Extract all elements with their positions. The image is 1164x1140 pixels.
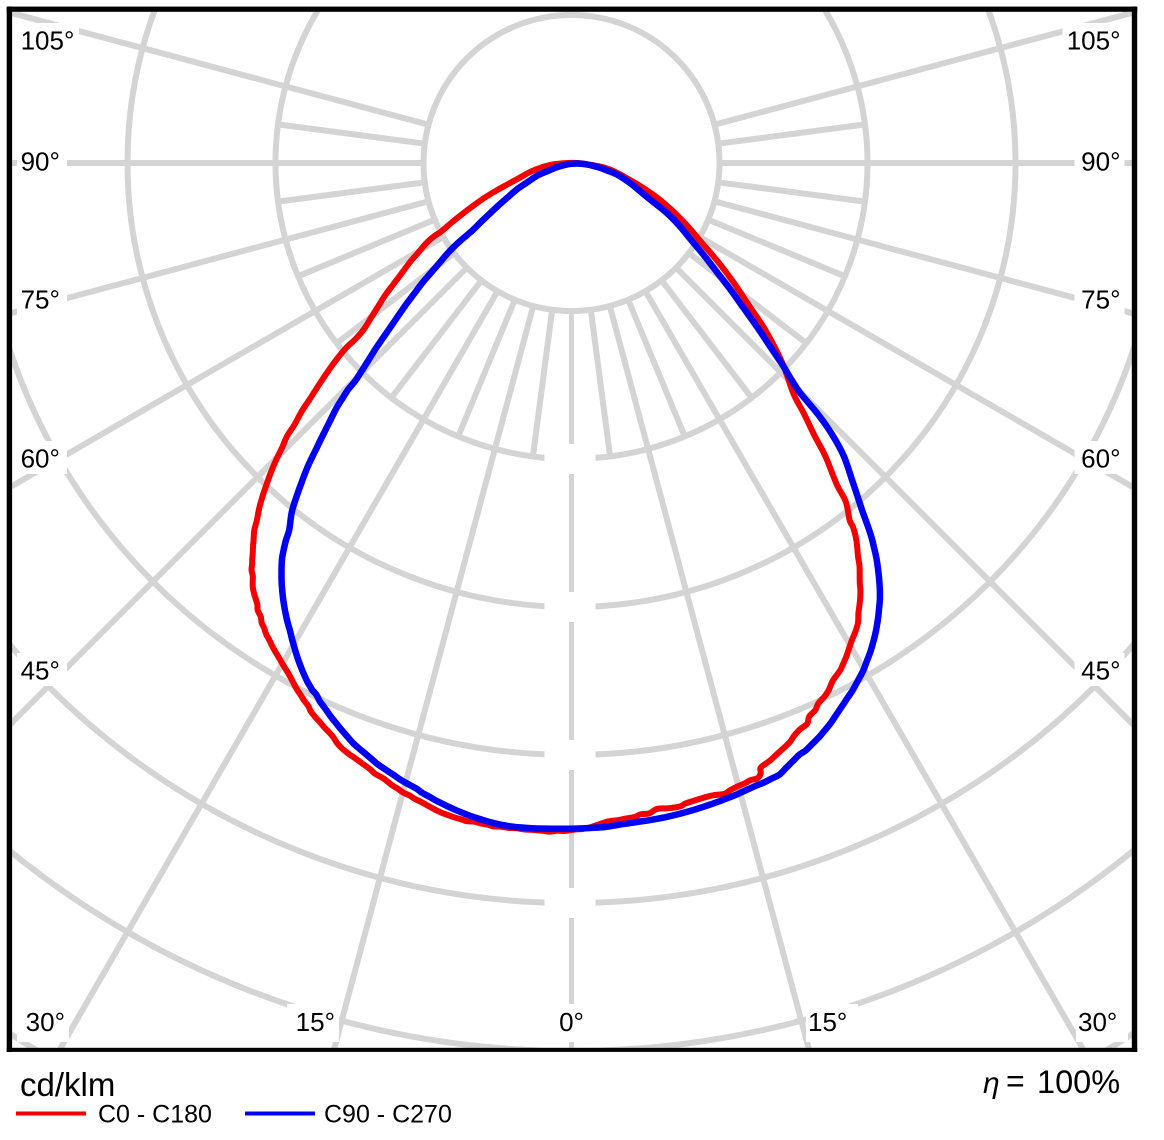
svg-text:105°: 105° — [1067, 26, 1121, 56]
svg-text:75°: 75° — [1081, 285, 1120, 315]
svg-text:105°: 105° — [21, 26, 75, 56]
svg-text:45°: 45° — [1081, 656, 1120, 686]
svg-text:=: = — [1006, 1063, 1025, 1099]
svg-text:15°: 15° — [808, 1007, 847, 1037]
svg-text:C0 - C180: C0 - C180 — [98, 1101, 212, 1129]
svg-text:15°: 15° — [296, 1007, 335, 1037]
svg-text:90°: 90° — [1081, 147, 1120, 177]
svg-text:45°: 45° — [21, 656, 60, 686]
svg-text:100%: 100% — [1037, 1064, 1120, 1100]
svg-text:η: η — [983, 1067, 1000, 1100]
svg-text:75°: 75° — [21, 285, 60, 315]
svg-text:cd/klm: cd/klm — [20, 1066, 115, 1103]
svg-text:30°: 30° — [1078, 1007, 1117, 1037]
svg-text:60°: 60° — [21, 444, 60, 474]
svg-text:0°: 0° — [559, 1007, 584, 1037]
svg-text:C90 - C270: C90 - C270 — [324, 1101, 452, 1129]
svg-text:60°: 60° — [1081, 444, 1120, 474]
svg-text:90°: 90° — [21, 147, 60, 177]
svg-text:30°: 30° — [26, 1007, 65, 1037]
